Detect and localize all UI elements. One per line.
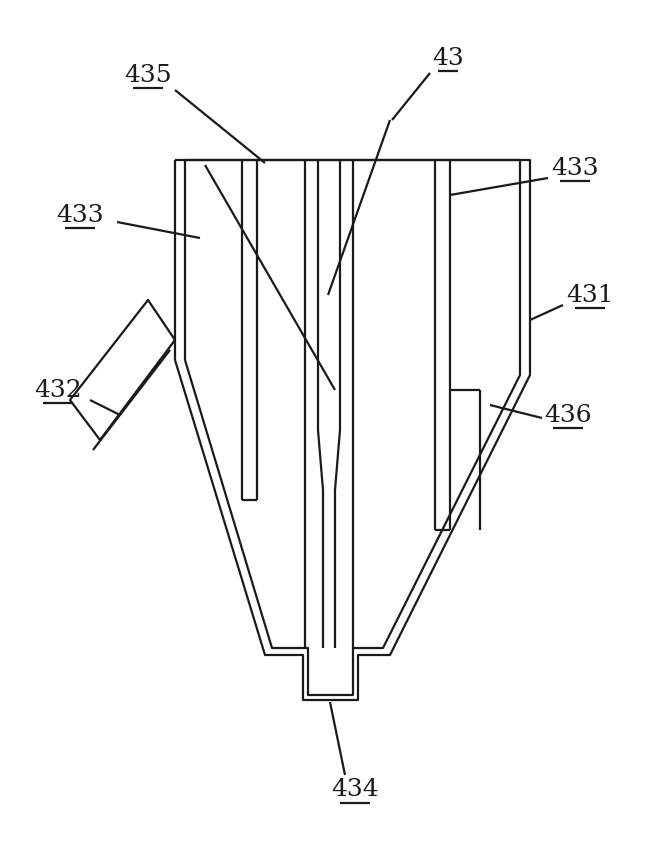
Text: 432: 432: [34, 378, 82, 401]
Text: 433: 433: [56, 204, 104, 227]
Text: 435: 435: [124, 63, 172, 86]
Text: 43: 43: [432, 46, 464, 69]
Text: 433: 433: [551, 157, 599, 180]
Text: 431: 431: [566, 283, 614, 306]
Text: 434: 434: [331, 778, 379, 801]
Text: 436: 436: [544, 403, 592, 426]
